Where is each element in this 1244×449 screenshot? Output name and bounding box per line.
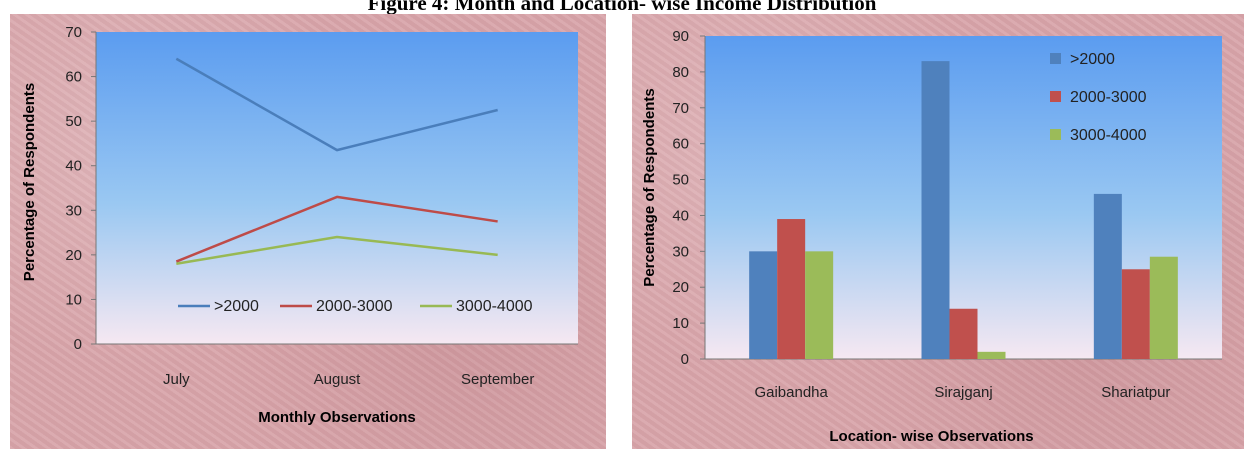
legend-label: 2000-3000 — [1070, 89, 1147, 106]
y-tick-label: 10 — [672, 315, 689, 332]
y-tick-label: 30 — [672, 243, 689, 260]
legend-label: 2000-3000 — [316, 298, 393, 315]
location-bar-chart: 0 10 20 30 40 50 60 70 80 90 Gaibandha Sirajganj Sha… — [641, 28, 1222, 445]
y-tick-label: 40 — [672, 207, 689, 224]
legend-label: >2000 — [214, 298, 259, 315]
bar-2-0 — [805, 251, 834, 359]
y-tick-label: 80 — [672, 64, 689, 81]
bar-0-0 — [749, 251, 778, 359]
bar-1-2 — [1121, 269, 1150, 359]
y-tick-label: 60 — [65, 69, 82, 86]
x-tick-label: August — [314, 371, 362, 388]
y-axis-title: Percentage of Respondents — [641, 88, 658, 286]
x-tick-label: Sirajganj — [934, 384, 992, 401]
legend-label: 3000-4000 — [1070, 127, 1147, 144]
bar-0-1 — [921, 61, 950, 359]
y-tick-label: 30 — [65, 202, 82, 219]
y-axis-title: Percentage of Respondents — [21, 83, 38, 281]
monthly-line-chart: 0 10 20 30 40 50 60 70 July August September >2000 2… — [21, 24, 578, 426]
y-tick-label: 50 — [65, 113, 82, 130]
bar-1-0 — [777, 219, 806, 359]
legend-swatch — [1050, 53, 1061, 64]
bar-1-1 — [949, 308, 978, 359]
legend-swatch — [1050, 91, 1061, 102]
bar-2-2 — [1149, 256, 1178, 359]
y-tick-label: 0 — [681, 351, 689, 368]
chart-panel-monthly: 0 10 20 30 40 50 60 70 July August September >2000 2… — [10, 14, 606, 449]
y-tick-label: 40 — [65, 158, 82, 175]
series-line-0 — [175, 57, 498, 152]
legend-label: >2000 — [1070, 51, 1115, 68]
y-tick-label: 0 — [74, 336, 82, 353]
bar-2-1 — [977, 351, 1006, 359]
x-tick-label: Gaibandha — [754, 384, 828, 401]
bar-0-2 — [1093, 193, 1122, 359]
x-axis-title: Monthly Observations — [258, 409, 416, 426]
x-tick-label: July — [163, 371, 190, 388]
y-tick-label: 90 — [672, 28, 689, 45]
legend-swatch — [1050, 129, 1061, 140]
y-tick-label: 20 — [65, 247, 82, 264]
legend-label: 3000-4000 — [456, 298, 533, 315]
x-tick-label: Shariatpur — [1101, 384, 1170, 401]
x-tick-label: September — [461, 371, 534, 388]
y-tick-label: 70 — [65, 24, 82, 41]
y-tick-label: 10 — [65, 291, 82, 308]
y-tick-label: 20 — [672, 279, 689, 296]
series-line-1 — [175, 195, 498, 263]
y-tick-label: 50 — [672, 172, 689, 189]
x-axis-title: Location- wise Observations — [829, 428, 1033, 445]
plot-area — [96, 32, 578, 344]
series-line-2 — [176, 235, 498, 266]
chart-panel-location: 0 10 20 30 40 50 60 70 80 90 Gaibandha Sirajganj Sha… — [632, 14, 1244, 449]
y-tick-label: 70 — [672, 100, 689, 117]
y-tick-label: 60 — [672, 136, 689, 153]
figure-title: Figure 4: Month and Location- wise Incom… — [367, 0, 877, 15]
